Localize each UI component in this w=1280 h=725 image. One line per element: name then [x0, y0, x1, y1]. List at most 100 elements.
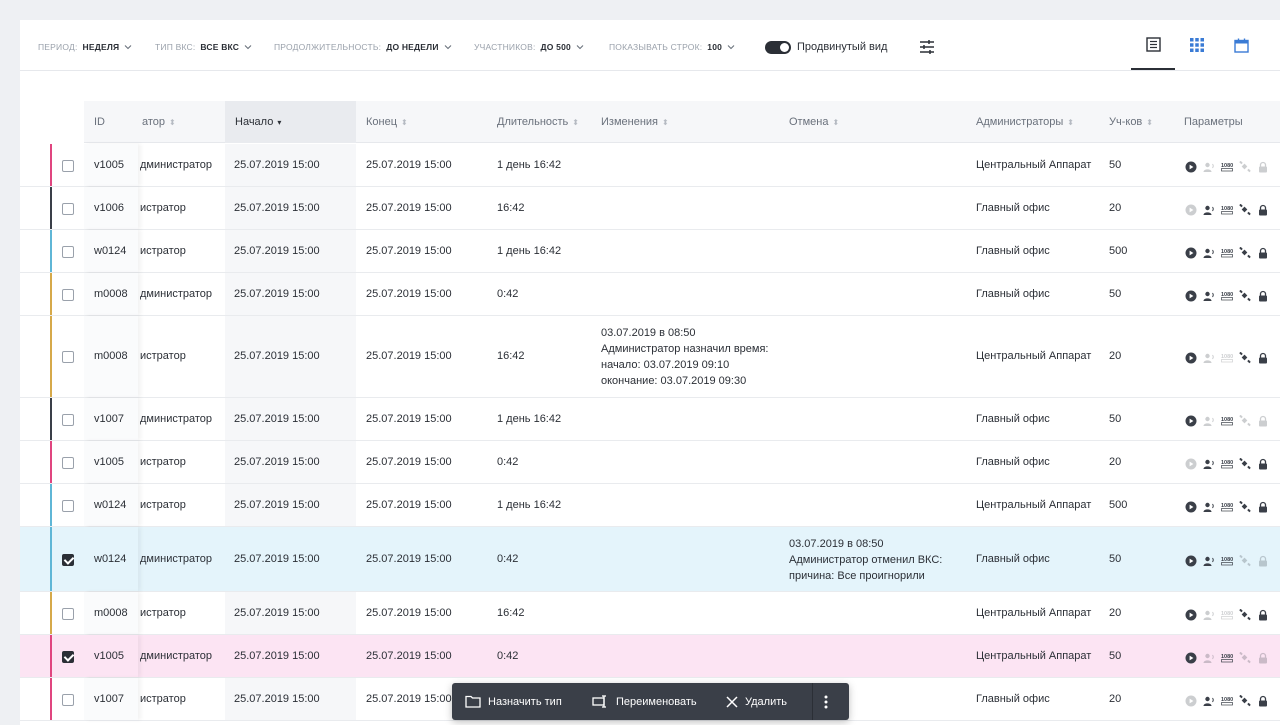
start-col-bg — [225, 316, 356, 397]
col-header-end[interactable]: Конец ⬍ — [366, 116, 408, 128]
hd-1080-icon: 1080 — [1221, 414, 1233, 426]
row-participants: 500 — [1109, 245, 1128, 257]
hd-1080-icon: 1080 — [1221, 289, 1233, 301]
start-col-bg — [225, 592, 356, 634]
col-header-cancel[interactable]: Отмена ⬍ — [789, 116, 840, 128]
satellite-icon — [1239, 160, 1251, 173]
table-row[interactable]: m0008 дминистратор 25.07.2019 15:00 25.0… — [20, 273, 1280, 316]
col-header-start[interactable]: Начало ▾ — [225, 101, 356, 143]
row-checkbox[interactable] — [62, 351, 74, 363]
sort-icon: ⬍ — [1067, 118, 1074, 127]
table-row[interactable]: v1005 дминистратор 25.07.2019 15:00 25.0… — [20, 144, 1280, 187]
satellite-icon — [1239, 351, 1251, 364]
participant-audio-icon — [1203, 554, 1215, 566]
col-header-id[interactable]: ID — [94, 116, 105, 128]
row-admin: Главный офис — [976, 245, 1050, 257]
row-params: 1080 — [1185, 289, 1269, 302]
satellite-icon — [1239, 651, 1251, 664]
assign-type-button[interactable]: Назначить тип — [465, 683, 562, 720]
list-view-button[interactable] — [1131, 20, 1175, 70]
play-icon — [1185, 246, 1197, 259]
chevron-down-icon — [576, 45, 584, 50]
id-col-bg — [84, 273, 138, 315]
start-col-bg — [225, 187, 356, 229]
row-participants: 20 — [1109, 607, 1122, 619]
calendar-view-button[interactable] — [1219, 20, 1263, 70]
table-row[interactable]: m0008 истратор 25.07.2019 15:00 25.07.20… — [20, 592, 1280, 635]
filter-rows-count[interactable]: ПОКАЗЫВАТЬ СТРОК: 100 — [609, 42, 735, 52]
row-checkbox[interactable] — [62, 203, 74, 215]
row-checkbox[interactable] — [62, 246, 74, 258]
participant-audio-icon — [1203, 289, 1215, 301]
row-end: 25.07.2019 15:00 — [366, 245, 452, 257]
lock-icon — [1257, 500, 1269, 513]
sort-icon: ⬍ — [169, 118, 176, 127]
delete-button[interactable]: Удалить — [726, 683, 787, 720]
row-checkbox[interactable] — [62, 554, 74, 566]
col-header-organizer[interactable]: атор ⬍ — [142, 116, 176, 128]
table-row[interactable]: w0124 истратор 25.07.2019 15:00 25.07.20… — [20, 484, 1280, 527]
filter-participants[interactable]: УЧАСТНИКОВ: ДО 500 — [474, 42, 584, 52]
col-header-admins[interactable]: Администраторы ⬍ — [976, 116, 1074, 128]
table-header: ID атор ⬍ Начало ▾ Конец ⬍ Длительность ⬍ Из… — [84, 101, 1280, 143]
play-icon — [1185, 694, 1197, 707]
row-id: w0124 — [94, 499, 127, 511]
type-color-bar — [50, 527, 52, 591]
lock-icon — [1257, 554, 1269, 567]
col-header-changes[interactable]: Изменения ⬍ — [601, 116, 669, 128]
filter-duration[interactable]: ПРОДОЛЖИТЕЛЬНОСТЬ: ДО НЕДЕЛИ — [274, 42, 452, 52]
filter-vks-type[interactable]: ТИП ВКС: ВСЕ ВКС — [155, 42, 252, 52]
sort-icon: ⬍ — [832, 118, 840, 127]
participant-audio-icon — [1203, 160, 1215, 172]
sliders-icon[interactable] — [918, 38, 936, 56]
row-checkbox[interactable] — [62, 160, 74, 172]
row-end: 25.07.2019 15:00 — [366, 202, 452, 214]
hd-1080-icon: 1080 — [1221, 608, 1233, 620]
row-organizer: истратор — [140, 456, 186, 468]
col-header-participants[interactable]: Уч-ков ⬍ — [1109, 116, 1153, 128]
table-row[interactable]: v1006 истратор 25.07.2019 15:00 25.07.20… — [20, 187, 1280, 230]
folder-icon — [465, 695, 481, 708]
svg-text:1080: 1080 — [1221, 206, 1233, 212]
table-row[interactable]: w0124 истратор 25.07.2019 15:00 25.07.20… — [20, 230, 1280, 273]
close-icon — [726, 695, 738, 708]
row-start: 25.07.2019 15:00 — [234, 413, 320, 425]
hd-1080-icon: 1080 — [1221, 351, 1233, 363]
table-row[interactable]: v1007 истратор 25.07.2019 15:00 25.07.20… — [20, 678, 1280, 721]
row-checkbox[interactable] — [62, 457, 74, 469]
row-checkbox[interactable] — [62, 289, 74, 301]
row-checkbox[interactable] — [62, 500, 74, 512]
more-actions-button[interactable] — [824, 683, 828, 720]
row-participants: 50 — [1109, 553, 1122, 565]
row-duration: 1 день 16:42 — [497, 159, 562, 171]
row-end: 25.07.2019 15:00 — [366, 456, 452, 468]
type-color-bar — [50, 187, 52, 229]
advanced-view-toggle[interactable] — [765, 41, 791, 54]
row-duration: 1 день 16:42 — [497, 245, 562, 257]
table-row[interactable]: v1005 истратор 25.07.2019 15:00 25.07.20… — [20, 441, 1280, 484]
row-duration: 0:42 — [497, 553, 519, 565]
row-organizer: дминистратор — [140, 159, 213, 171]
sort-desc-icon: ▾ — [277, 118, 282, 127]
row-admin: Центральный Аппарат — [976, 499, 1092, 511]
filter-period[interactable]: ПЕРИОД: НЕДЕЛЯ — [38, 42, 132, 52]
bulk-action-bar: Назначить тип Переименовать Удалить — [452, 683, 849, 720]
row-checkbox[interactable] — [62, 414, 74, 426]
row-checkbox[interactable] — [62, 694, 74, 706]
row-admin: Главный офис — [976, 693, 1050, 705]
row-participants: 50 — [1109, 288, 1122, 300]
row-id: m0008 — [94, 288, 128, 300]
table-row[interactable]: m0008 истратор 25.07.2019 15:00 25.07.20… — [20, 316, 1280, 398]
rename-button[interactable]: Переименовать — [592, 683, 697, 720]
play-icon — [1185, 160, 1197, 173]
row-checkbox[interactable] — [62, 608, 74, 620]
start-col-bg — [225, 484, 356, 526]
col-header-duration[interactable]: Длительность ⬍ — [497, 116, 579, 128]
row-start: 25.07.2019 15:00 — [234, 499, 320, 511]
table-row[interactable]: v1005 дминистратор 25.07.2019 15:00 25.0… — [20, 635, 1280, 678]
row-checkbox[interactable] — [62, 651, 74, 663]
table-row[interactable]: w0124 дминистратор 25.07.2019 15:00 25.0… — [20, 527, 1280, 592]
svg-text:1080: 1080 — [1221, 417, 1233, 423]
grid-view-button[interactable] — [1175, 20, 1219, 70]
table-row[interactable]: v1007 дминистратор 25.07.2019 15:00 25.0… — [20, 398, 1280, 441]
